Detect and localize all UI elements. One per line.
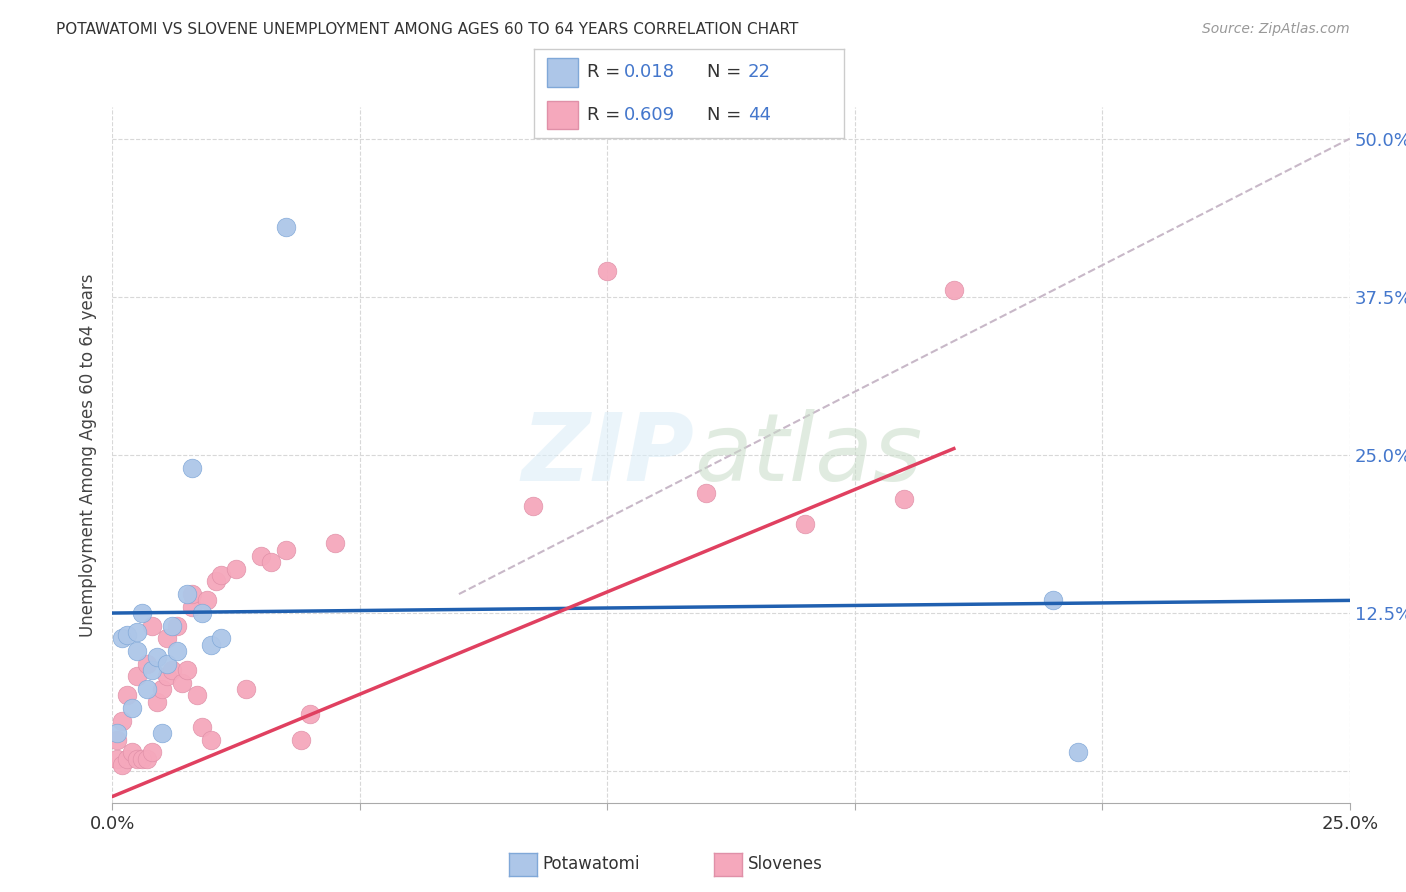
Point — [323, 536, 346, 550]
Text: Source: ZipAtlas.com: Source: ZipAtlas.com — [1202, 22, 1350, 37]
Text: POTAWATOMI VS SLOVENE UNEMPLOYMENT AMONG AGES 60 TO 64 YEARS CORRELATION CHART: POTAWATOMI VS SLOVENE UNEMPLOYMENT AMONG… — [56, 22, 799, 37]
Text: N =: N = — [707, 63, 748, 81]
Point — [111, 632, 134, 646]
Text: Potawatomi: Potawatomi — [543, 855, 640, 873]
Text: 0.018: 0.018 — [624, 63, 675, 81]
Point — [235, 681, 257, 696]
Point — [131, 606, 153, 620]
Point — [1066, 745, 1088, 759]
Point — [111, 757, 134, 772]
Point — [209, 568, 232, 582]
Point — [180, 460, 202, 475]
Point — [180, 587, 202, 601]
Text: 22: 22 — [748, 63, 770, 81]
Point — [190, 720, 212, 734]
Text: R =: R = — [586, 106, 626, 124]
Point — [274, 542, 297, 557]
Point — [127, 669, 149, 683]
Point — [250, 549, 273, 563]
Point — [794, 517, 817, 532]
Point — [121, 701, 143, 715]
Point — [156, 657, 179, 671]
Point — [200, 732, 222, 747]
Point — [176, 587, 198, 601]
Point — [141, 745, 163, 759]
Point — [260, 556, 283, 570]
Point — [186, 688, 208, 702]
Point — [166, 618, 188, 632]
Text: atlas: atlas — [695, 409, 922, 500]
Point — [136, 657, 159, 671]
Point — [160, 663, 183, 677]
Point — [274, 220, 297, 235]
Point — [141, 618, 163, 632]
Point — [166, 644, 188, 658]
Point — [209, 632, 232, 646]
Point — [160, 618, 183, 632]
Point — [156, 632, 179, 646]
Point — [299, 707, 322, 722]
Point — [170, 675, 193, 690]
Point — [107, 732, 129, 747]
Point — [695, 486, 717, 500]
Point — [156, 669, 179, 683]
Point — [942, 284, 965, 298]
Bar — [547, 101, 578, 129]
Text: N =: N = — [707, 106, 748, 124]
Point — [117, 627, 139, 641]
Point — [141, 663, 163, 677]
Point — [290, 732, 312, 747]
Bar — [547, 58, 578, 87]
Text: R =: R = — [586, 63, 626, 81]
Point — [117, 751, 139, 765]
Point — [205, 574, 228, 589]
Point — [111, 714, 134, 728]
Point — [596, 264, 619, 278]
Point — [190, 606, 212, 620]
Text: Slovenes: Slovenes — [748, 855, 823, 873]
Point — [146, 695, 169, 709]
Text: ZIP: ZIP — [522, 409, 695, 501]
Point — [225, 562, 247, 576]
Point — [127, 625, 149, 640]
Point — [121, 745, 143, 759]
Point — [176, 663, 198, 677]
Point — [893, 492, 915, 507]
Text: 0.609: 0.609 — [624, 106, 675, 124]
Point — [107, 726, 129, 740]
Point — [131, 751, 153, 765]
Y-axis label: Unemployment Among Ages 60 to 64 years: Unemployment Among Ages 60 to 64 years — [79, 273, 97, 637]
Point — [127, 751, 149, 765]
Point — [136, 751, 159, 765]
Point — [146, 650, 169, 665]
Point — [136, 681, 159, 696]
Point — [150, 726, 173, 740]
Point — [117, 688, 139, 702]
Point — [127, 644, 149, 658]
Point — [195, 593, 218, 607]
Point — [150, 681, 173, 696]
Point — [107, 751, 129, 765]
Point — [522, 499, 544, 513]
Point — [1042, 593, 1064, 607]
Text: 44: 44 — [748, 106, 770, 124]
Point — [200, 638, 222, 652]
Point — [180, 599, 202, 614]
